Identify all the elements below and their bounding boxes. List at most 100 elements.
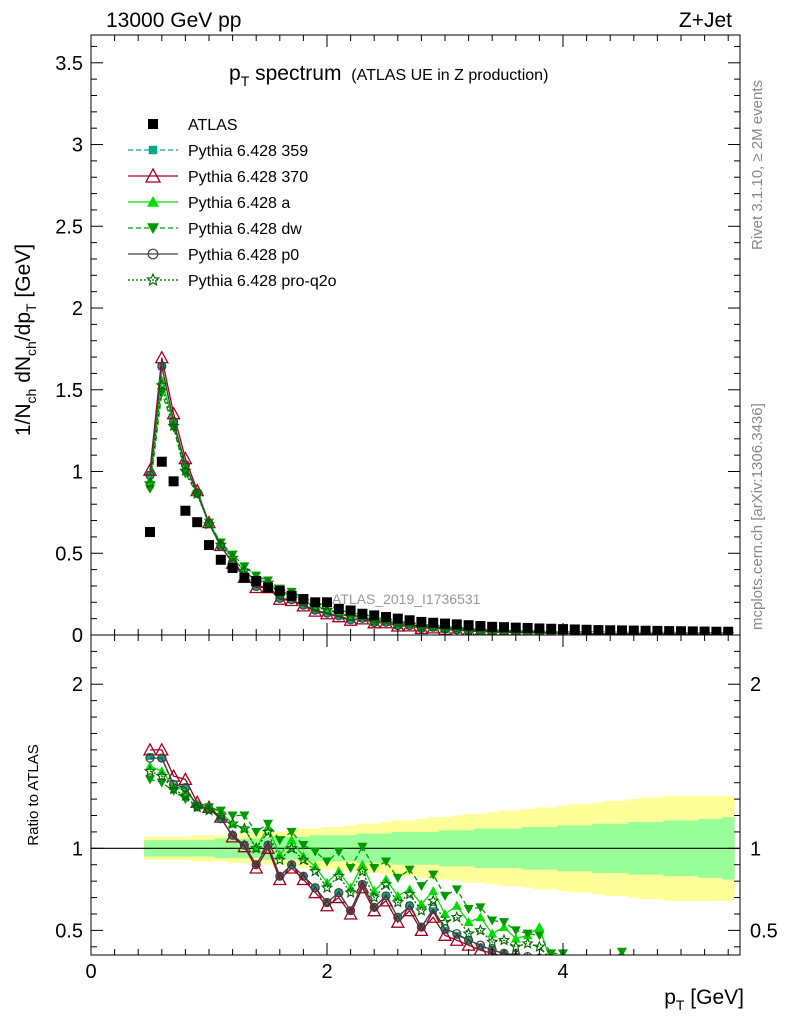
ratio-point-sa (510, 933, 521, 943)
ratio-point-s370 (473, 942, 488, 955)
ratio-point-sp0 (239, 840, 249, 850)
data-point (640, 625, 651, 635)
header-process: Z+Jet (679, 9, 732, 32)
data-point (333, 603, 344, 614)
ratio-point-sq2o (356, 864, 369, 877)
x-tick-label: 0 (85, 961, 96, 983)
ratio-point-sp0 (452, 929, 462, 939)
data-point (180, 505, 191, 516)
y-tick-label-ratio: 1 (72, 838, 83, 860)
ratio-point-sa (392, 890, 403, 900)
legend-marker-sq2o (145, 272, 161, 287)
ratio-point-sq2o (249, 841, 263, 854)
y-tick-label-ratio-right: 0.5 (750, 920, 778, 942)
y-tick-label-main: 1 (72, 462, 83, 484)
legend-marker-sa (147, 196, 159, 207)
point-sq2o (226, 551, 239, 564)
ratio-point-sdw (487, 916, 498, 926)
ratio-point-s370 (449, 932, 464, 946)
ratio-line-s359 (149, 755, 513, 955)
legend-entry-sq2o: Pythia 6.428 pro-q2o (128, 272, 337, 290)
point-sq2o (179, 464, 192, 477)
ratio-point-sdw (251, 827, 262, 837)
data-point (440, 618, 450, 629)
ratio-point-sq2o (261, 825, 275, 838)
legend-label-sa: Pythia 6.428 a (188, 195, 290, 212)
data-point (534, 623, 545, 634)
data-point (404, 615, 415, 626)
y-tick-label-ratio: 2 (72, 674, 83, 696)
data-point (204, 540, 214, 551)
mcplots-label: mcplots.cern.ch [arXiv:1306.3436] (749, 403, 766, 630)
ratio-point-sdw (156, 778, 167, 788)
y-tick-label-main: 0.5 (55, 543, 83, 565)
ratio-point-s359 (476, 943, 484, 951)
ratio-point-sq2o (474, 923, 487, 936)
ratio-point-sp0 (263, 840, 273, 850)
point-sq2o (320, 603, 334, 616)
y-tick-label-ratio-right: 1 (750, 838, 761, 860)
ratio-point-s370 (178, 772, 193, 786)
ratio-point-sa (357, 859, 368, 869)
ratio-point-sdw (534, 931, 545, 941)
ratio-point-sq2o (202, 804, 216, 816)
legend-label-data: ATLAS (188, 117, 238, 134)
ratio-point-sdw (416, 882, 427, 892)
ratio-point-sp0 (157, 753, 167, 763)
data-point (263, 582, 273, 593)
ratio-point-sp0 (334, 888, 344, 898)
data-point (463, 620, 474, 631)
ratio-point-sdw (392, 873, 403, 883)
data-point (416, 616, 427, 627)
ratio-point-sp0 (310, 883, 320, 893)
analysis-watermark: ATLAS_2019_I1736531 (332, 591, 481, 607)
ratio-point-sq2o (320, 881, 334, 893)
ratio-point-sdw (286, 827, 297, 837)
data-point (286, 590, 297, 601)
ratio-point-sdw (381, 857, 391, 867)
ratio-point-sq2o (285, 841, 298, 854)
ratio-point-sa (463, 917, 474, 927)
point-sdw (227, 550, 238, 560)
y-tick-label-main: 3.5 (55, 53, 83, 75)
ratio-point-sdw (239, 811, 250, 821)
ratio-point-sp0 (393, 912, 403, 922)
legend-label-sp0: Pythia 6.428 p0 (188, 247, 299, 264)
ratio-plot-area (91, 742, 740, 955)
ratio-point-sq2o (273, 853, 287, 866)
legend-marker-s359 (148, 145, 158, 155)
ratio-point-sq2o (485, 935, 499, 948)
point-sq2o (143, 477, 157, 489)
ratio-point-sdw (369, 864, 380, 874)
ratio-point-sdw (310, 847, 321, 857)
ratio-point-sq2o (438, 915, 452, 928)
y-axis-label-main: 1/Nch dNch/dpT [GeV] (12, 244, 39, 436)
legend-label-s359: Pythia 6.428 359 (188, 143, 308, 160)
ratio-line-sdw (149, 778, 626, 955)
ratio-point-sq2o (344, 886, 357, 898)
data-point (345, 605, 356, 616)
ratio-point-s359 (146, 752, 154, 760)
ratio-point-sdw (463, 905, 474, 915)
ratio-point-sq2o (426, 894, 440, 907)
data-point (215, 554, 226, 565)
ratio-point-sp0 (381, 891, 391, 901)
ratio-point-sq2o (497, 933, 511, 946)
series-ratio-sq2o (143, 764, 552, 955)
ratio-point-s370 (437, 927, 453, 941)
ratio-point-sq2o (403, 887, 416, 900)
data-point (381, 612, 391, 623)
ratio-point-sq2o (379, 877, 393, 890)
ratio-point-sp0 (369, 902, 379, 913)
data-point (239, 572, 250, 583)
ratio-point-sq2o (332, 869, 346, 882)
data-point (428, 617, 439, 628)
ratio-point-s370 (237, 839, 252, 853)
ratio-point-sdw (357, 842, 368, 852)
y-tick-label-main: 1.5 (55, 380, 83, 402)
ratio-point-sp0 (346, 906, 356, 916)
ratio-point-sa (475, 912, 486, 922)
ratio-point-sp0 (405, 901, 415, 911)
y-tick-label-ratio: 0.5 (55, 920, 83, 942)
plot-title-note: (ATLAS UE in Z production) (351, 67, 548, 84)
